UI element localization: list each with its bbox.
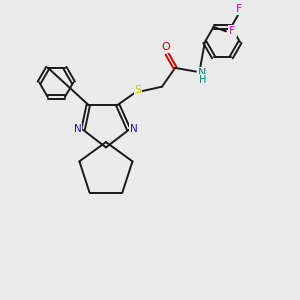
Text: N: N <box>74 124 82 134</box>
Text: F: F <box>229 26 236 36</box>
Text: F: F <box>236 4 242 14</box>
Text: O: O <box>161 42 170 52</box>
Text: N: N <box>198 68 207 78</box>
Text: S: S <box>134 85 142 95</box>
Text: H: H <box>199 74 206 85</box>
Text: N: N <box>130 124 138 134</box>
